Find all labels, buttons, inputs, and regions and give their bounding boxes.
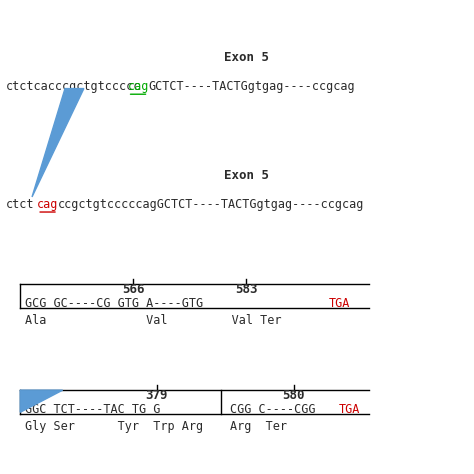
Text: 580: 580 [283,389,305,402]
Text: TGA: TGA [329,297,350,310]
Polygon shape [32,89,84,197]
Text: cag: cag [128,80,149,93]
Text: ctctcacccgctgtccccc: ctctcacccgctgtccccc [6,80,141,93]
Text: CGG C----CGG: CGG C----CGG [230,403,322,417]
Text: Exon 5: Exon 5 [224,52,269,64]
Text: 379: 379 [146,389,168,402]
Text: GCG GC----CG GTG A----GTG: GCG GC----CG GTG A----GTG [25,297,210,310]
Polygon shape [20,390,63,412]
Text: TGA: TGA [338,403,360,417]
Text: Ala              Val         Val Ter: Ala Val Val Ter [25,314,282,328]
Text: 583: 583 [235,283,258,296]
Text: cag: cag [37,198,59,210]
Text: 566: 566 [122,283,145,296]
Text: GCTCT----TACTGgtgag----ccgcag: GCTCT----TACTGgtgag----ccgcag [148,80,355,93]
Text: GGC TCT----TAC TG G: GGC TCT----TAC TG G [25,403,160,417]
Text: Arg  Ter: Arg Ter [230,420,287,433]
Text: Gly Ser      Tyr  Trp Arg: Gly Ser Tyr Trp Arg [25,420,203,433]
Text: ctct: ctct [6,198,35,210]
Text: Exon 5: Exon 5 [224,169,269,182]
Text: ccgctgtcccccagGCTCT----TACTGgtgag----ccgcag: ccgctgtcccccagGCTCT----TACTGgtgag----ccg… [58,198,365,210]
